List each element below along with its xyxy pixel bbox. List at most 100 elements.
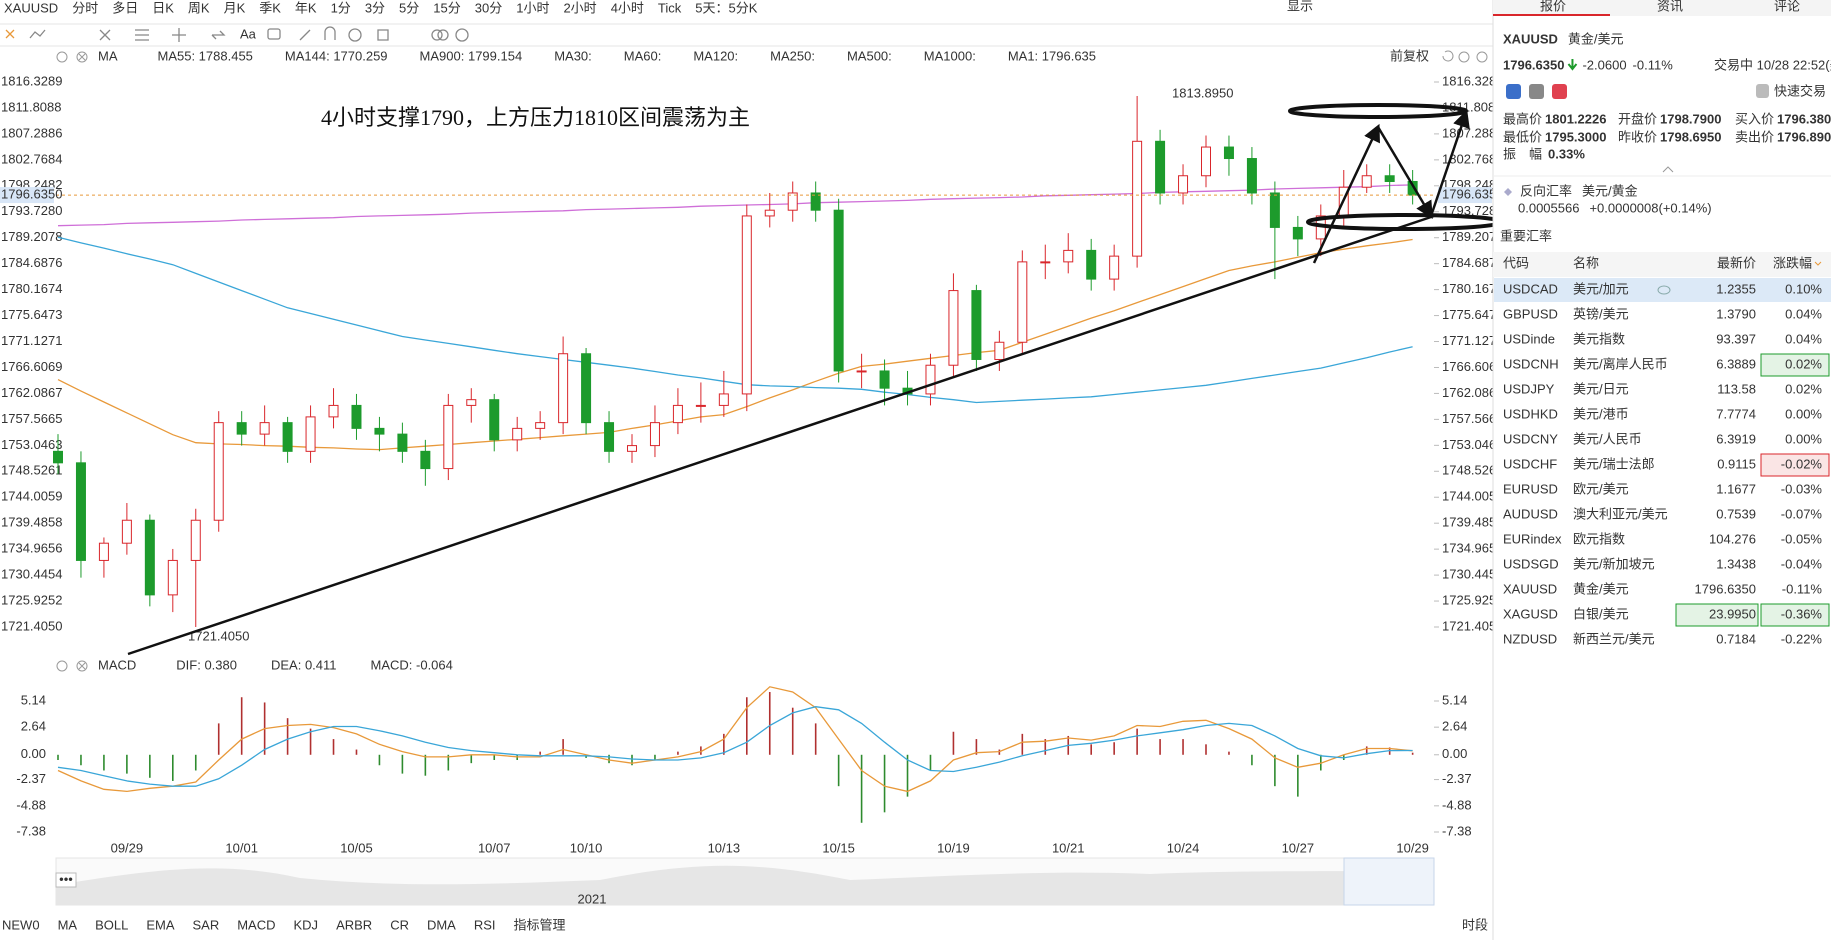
symbol-name: 黄金/美元 xyxy=(1568,31,1624,46)
period-tab[interactable]: 5天：5分K xyxy=(695,0,757,15)
y-tick-label: 1766.6069 xyxy=(1442,359,1503,374)
panel-tab[interactable]: 评论 xyxy=(1774,0,1800,13)
macd-tick-label-left: -2.37 xyxy=(16,771,46,786)
period-tab[interactable]: 5分 xyxy=(399,0,419,15)
flash-cell xyxy=(1760,353,1830,377)
row-code[interactable]: USDJPY xyxy=(1503,381,1555,396)
period-tab[interactable]: 15分 xyxy=(433,0,460,15)
period-tab[interactable]: 周K xyxy=(188,0,210,15)
row-price: 1.3790 xyxy=(1716,306,1756,321)
candle-body xyxy=(512,427,523,441)
row-change: 0.04% xyxy=(1785,331,1822,346)
period-tab[interactable]: 多日 xyxy=(112,0,138,15)
indicator-tab[interactable]: KDJ xyxy=(294,917,319,932)
ma-legend: MA1: 1796.635 xyxy=(1008,48,1096,63)
y-tick-label-left: 1766.6069 xyxy=(1,359,62,374)
period-tab[interactable]: 30分 xyxy=(475,0,502,15)
indicator-tab[interactable]: MA xyxy=(58,917,78,932)
indicator-controls[interactable] xyxy=(56,50,1488,672)
y-tick-label: 1789.2078 xyxy=(1442,229,1503,244)
panel-tab[interactable]: 资讯 xyxy=(1657,0,1683,13)
indicator-tab[interactable]: ARBR xyxy=(336,917,372,932)
quick-trade[interactable]: 快速交易 xyxy=(1774,83,1826,98)
period-tab[interactable]: 1小时 xyxy=(516,0,549,15)
row-name: 新西兰元/美元 xyxy=(1573,631,1655,646)
period-tab[interactable]: 分时 xyxy=(72,0,98,15)
period-tab[interactable]: Tick xyxy=(658,0,682,15)
row-change: 0.10% xyxy=(1785,281,1822,296)
dif-line xyxy=(57,686,1413,793)
candle-body xyxy=(810,192,821,211)
x-tick-label: 10/21 xyxy=(1052,840,1085,855)
period-tab[interactable]: 2小时 xyxy=(563,0,596,15)
y-tick-label: 1802.7684 xyxy=(1442,151,1503,166)
x-tick-label: 10/05 xyxy=(340,840,373,855)
period-tab[interactable]: 月K xyxy=(224,0,246,15)
row-code[interactable]: USDCHF xyxy=(1503,456,1557,471)
candle-body xyxy=(1384,175,1395,182)
period-tab[interactable]: 3分 xyxy=(365,0,385,15)
macd-tick-label-left: 5.14 xyxy=(21,692,46,707)
ma-legend: MA120: xyxy=(693,48,738,63)
drawing-tools[interactable] xyxy=(5,26,469,42)
stat-label: 最高价 xyxy=(1503,111,1542,126)
row-code[interactable]: XAGUSD xyxy=(1503,606,1558,621)
collapse-icon[interactable] xyxy=(1662,166,1674,173)
row-code[interactable]: USDCAD xyxy=(1503,281,1558,296)
row-code[interactable]: EURindex xyxy=(1503,531,1562,546)
navigator[interactable] xyxy=(55,857,1435,906)
row-code[interactable]: XAUUSD xyxy=(1503,581,1557,596)
indicator-tab[interactable]: EMA xyxy=(146,917,175,932)
candle-body xyxy=(971,290,982,360)
row-code[interactable]: USDHKD xyxy=(1503,406,1558,421)
row-code[interactable]: USDSGD xyxy=(1503,556,1559,571)
change: -2.0600 xyxy=(1582,57,1626,72)
y-tick-label-left: 1784.6876 xyxy=(1,255,62,270)
row-code[interactable]: AUDUSD xyxy=(1503,506,1558,521)
y-tick-label: 1721.4050 xyxy=(1442,618,1503,633)
macd-legend: DEA: 0.411 xyxy=(271,657,337,672)
candle-body xyxy=(1155,140,1166,194)
row-price: 104.276 xyxy=(1709,531,1756,546)
ma-legend: MA55: 1788.455 xyxy=(158,48,253,63)
y-tick-label-left: 1780.1674 xyxy=(1,281,62,296)
candle-body xyxy=(305,416,316,452)
y-tick-label: 1734.9656 xyxy=(1442,541,1503,556)
macd-tick-label: 2.64 xyxy=(1442,719,1467,734)
period-tab[interactable]: 1分 xyxy=(331,0,351,15)
row-code[interactable]: USDinde xyxy=(1503,331,1555,346)
candle-body xyxy=(443,404,454,470)
indicator-tab[interactable]: CR xyxy=(390,917,409,932)
indicator-tab[interactable]: MACD xyxy=(237,917,275,932)
indicator-tab[interactable]: SAR xyxy=(192,917,219,932)
indicator-tab[interactable]: BOLL xyxy=(95,917,128,932)
row-code[interactable]: USDCNH xyxy=(1503,356,1559,371)
panel-tab[interactable]: 报价 xyxy=(1540,0,1566,13)
text-tool[interactable]: Aa xyxy=(240,26,257,41)
period-tab[interactable]: 年K xyxy=(295,0,317,15)
row-name: 美元/港币 xyxy=(1573,406,1629,421)
dea-line xyxy=(57,706,1413,787)
row-code[interactable]: USDCNY xyxy=(1503,431,1558,446)
row-code[interactable]: GBPUSD xyxy=(1503,306,1558,321)
row-code[interactable]: EURUSD xyxy=(1503,481,1558,496)
candle-body xyxy=(764,209,775,217)
ma-legend: MA60: xyxy=(624,48,662,63)
chart-background xyxy=(0,0,1493,940)
period-tab[interactable]: 日K xyxy=(152,0,174,15)
candle-body xyxy=(1063,249,1074,263)
indicator-name: MA xyxy=(98,48,118,63)
indicator-tab[interactable]: 指标管理 xyxy=(514,917,566,932)
indicator-tab[interactable]: RSI xyxy=(474,917,496,932)
watch-icon[interactable] xyxy=(1657,285,1671,295)
panel-icons[interactable] xyxy=(1506,84,1769,99)
period-tab[interactable]: 季K xyxy=(259,0,281,15)
candle-body xyxy=(649,422,660,447)
row-code[interactable]: NZDUSD xyxy=(1503,631,1557,646)
reverse-pair: 美元/黄金 xyxy=(1582,183,1638,198)
candle-body xyxy=(833,209,844,372)
indicator-tab[interactable]: NEW0 xyxy=(2,917,40,932)
y-tick-label-left: 1721.4050 xyxy=(1,618,62,633)
period-tab[interactable]: 4小时 xyxy=(611,0,644,15)
indicator-tab[interactable]: DMA xyxy=(427,917,456,932)
